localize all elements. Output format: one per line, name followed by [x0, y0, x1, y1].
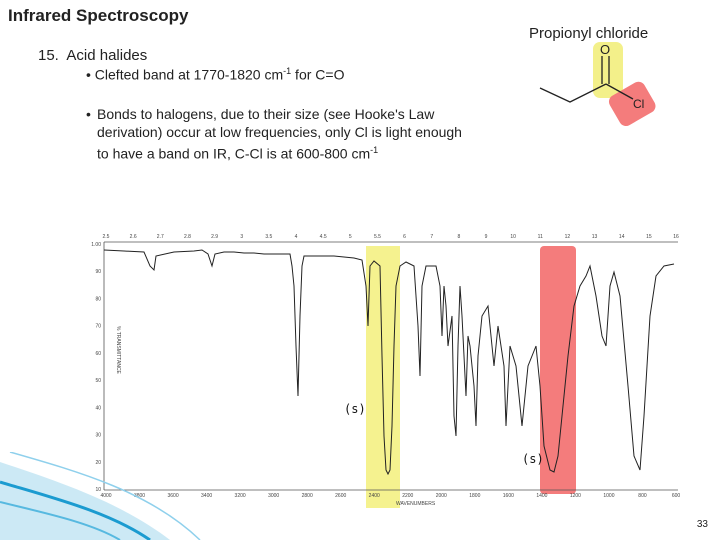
- bullet-halogen: • Bonds to halogens, due to their size (…: [86, 105, 466, 163]
- bottom-axis-label: 3400: [201, 493, 212, 499]
- bottom-axis-label: 2000: [436, 493, 447, 499]
- top-axis-label: 16: [673, 234, 679, 240]
- bullet-tail: for C=O: [291, 66, 345, 83]
- top-axis-label: 9: [485, 234, 488, 240]
- left-axis-label: 40: [95, 405, 101, 411]
- top-axis-label: 2.6: [130, 234, 137, 240]
- left-axis-label: 1.00: [91, 242, 101, 248]
- top-axis-label: 11: [538, 234, 543, 240]
- left-axis-labels: 1.00 90 80 70 60 50 40 30 20 10: [91, 242, 101, 493]
- top-axis-label: 6: [403, 234, 406, 240]
- bottom-axis-label: 1800: [469, 493, 480, 499]
- top-axis-labels: 2.5 2.6 2.7 2.8 2.9 3 3.5 4 4.5 5 5.5 6 7 8 9 10 11 12 13 1…: [103, 234, 679, 240]
- top-axis-label: 3: [240, 234, 243, 240]
- molecule-name: Propionyl chloride: [529, 25, 649, 42]
- ccl-band-label: (s): [522, 452, 544, 466]
- left-axis-label: 30: [95, 433, 101, 439]
- bottom-axis-label: 2800: [302, 493, 313, 499]
- top-axis-label: 7: [430, 234, 433, 240]
- top-axis-label: 2.5: [103, 234, 110, 240]
- atom-chlorine: Cl: [633, 97, 644, 111]
- bottom-axis-label: 1400: [536, 493, 547, 499]
- left-axis-label: 90: [95, 269, 101, 275]
- bottom-axis-label: 3600: [167, 493, 178, 499]
- bottom-axis-label: 3200: [235, 493, 246, 499]
- top-axis-label: 12: [565, 234, 571, 240]
- bottom-axis-label: 1200: [570, 493, 581, 499]
- top-axis-label: 3.5: [265, 234, 272, 240]
- top-axis-label: 4: [295, 234, 298, 240]
- slide-title: Infrared Spectroscopy: [8, 6, 189, 25]
- spectrum-trace: [103, 249, 675, 476]
- carbonyl-band-label: (s): [344, 402, 366, 416]
- bullet-carbonyl: • Clefted band at 1770-1820 cm-1 for C=O: [86, 66, 344, 83]
- top-axis-label: 2.8: [184, 234, 191, 240]
- bottom-axis-label: 800: [638, 493, 647, 499]
- top-axis-label: 8: [457, 234, 460, 240]
- heading-number: 15.: [38, 47, 59, 64]
- top-axis-label: 14: [619, 234, 625, 240]
- atom-oxygen: O: [600, 42, 610, 57]
- top-axis-label: 4.5: [320, 234, 327, 240]
- heading-text: Acid halides: [66, 47, 148, 64]
- bullet-marker: •: [86, 106, 91, 122]
- bottom-axis-label: 2200: [402, 493, 413, 499]
- bullet-text: Clefted band at 1770-1820 cm: [94, 66, 284, 83]
- left-axis-label: 60: [95, 351, 101, 357]
- bottom-axis-label: 1000: [603, 493, 614, 499]
- bottom-axis-label: 2400: [369, 493, 380, 499]
- ccl-bond: [605, 83, 634, 100]
- bullet-sup: -1: [370, 145, 379, 155]
- decorative-swirl: [0, 452, 201, 540]
- left-axis-label: 70: [95, 324, 101, 330]
- bullet-marker: •: [86, 66, 91, 83]
- page-number: 33: [696, 519, 708, 530]
- left-axis-label: 80: [95, 296, 101, 302]
- x-axis-title: WAVENUMBERS: [396, 501, 436, 507]
- bottom-axis-label: 1600: [503, 493, 514, 499]
- ir-spectrum: 2.5 2.6 2.7 2.8 2.9 3 3.5 4 4.5 5 5.5 6 7 8 9 10 11 12 13 1…: [84, 226, 684, 508]
- bottom-axis-label: 2600: [335, 493, 346, 499]
- bottom-axis-label: 3000: [268, 493, 279, 499]
- top-axis-label: 5: [349, 234, 352, 240]
- propionyl-chloride-structure: O Cl: [539, 42, 656, 127]
- carbonyl-highlight: [593, 42, 623, 98]
- bottom-axis-label: 600: [672, 493, 681, 499]
- left-axis-label: 20: [95, 460, 101, 466]
- bottom-axis-label: 3800: [134, 493, 145, 499]
- bullet-text: Bonds to halogens, due to their size (se…: [97, 106, 462, 162]
- y-axis-title: % TRANSMITTANCE: [115, 326, 121, 375]
- top-axis-label: 15: [646, 234, 652, 240]
- section-heading: 15. Acid halides: [38, 47, 147, 64]
- top-axis-label: 13: [592, 234, 598, 240]
- bottom-axis-label: 4000: [100, 493, 111, 499]
- bottom-axis-labels: 4000 3800 3600 3400 3200 3000 2800 2600 2400 2200…: [100, 493, 680, 499]
- left-axis-label: 50: [95, 378, 101, 384]
- top-axis-label: 2.7: [157, 234, 164, 240]
- bullet-sup: -1: [283, 66, 292, 76]
- top-axis-label: 10: [510, 234, 516, 240]
- left-axis-label: 10: [95, 487, 101, 493]
- top-axis-label: 5.5: [374, 234, 381, 240]
- top-axis-label: 2.9: [211, 234, 218, 240]
- ccl-band-highlight: [540, 246, 576, 494]
- carbon-chain-bonds: [539, 83, 607, 103]
